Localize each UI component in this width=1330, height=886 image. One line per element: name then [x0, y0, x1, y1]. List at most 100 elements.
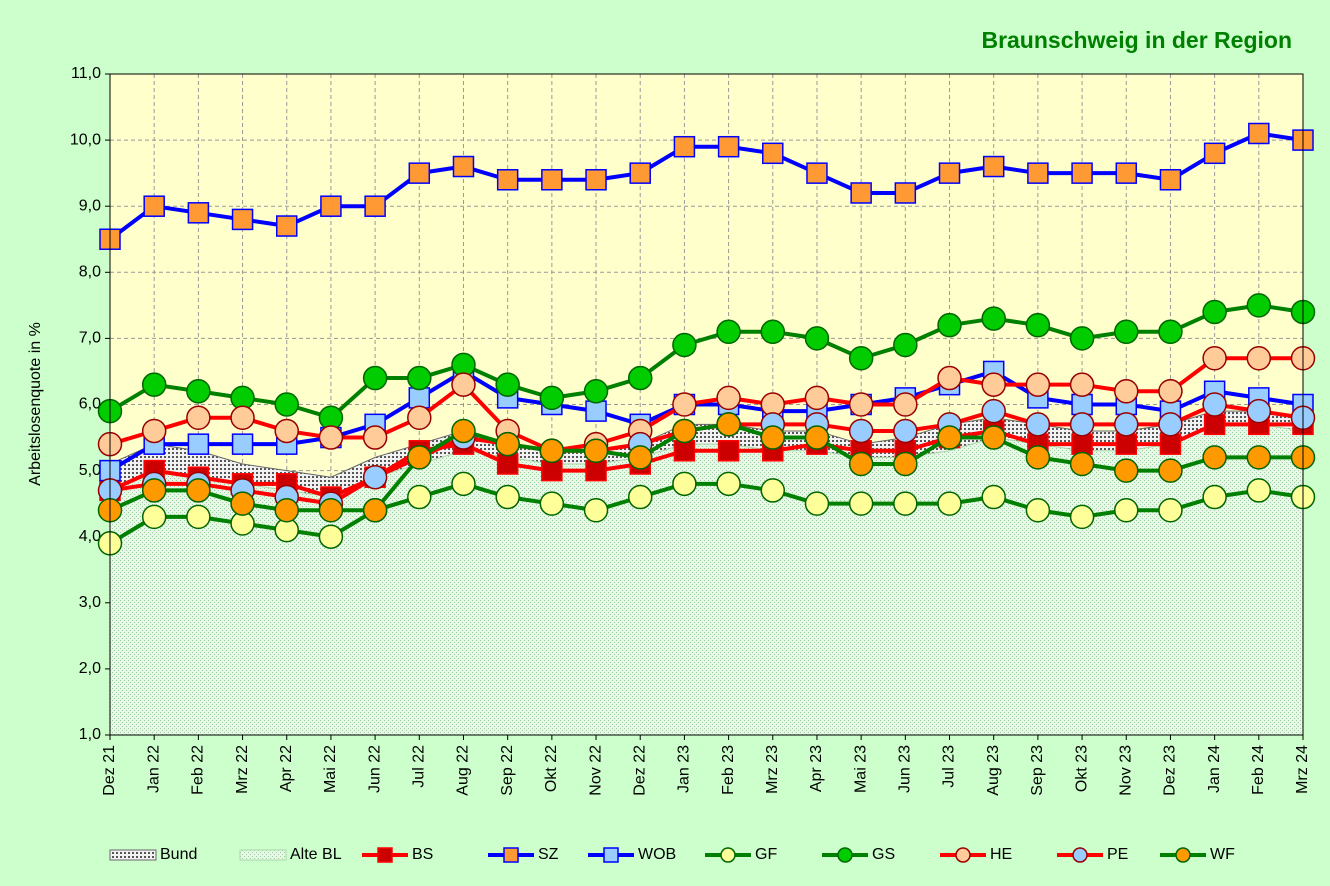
marker [1246, 445, 1272, 470]
marker [1025, 312, 1051, 338]
legend-label: PE [1107, 846, 1128, 863]
marker [804, 425, 830, 450]
legend-label: Alte BL [290, 846, 342, 863]
marker [230, 405, 255, 430]
marker [275, 215, 298, 237]
x-tick-label: Okt 22 [543, 745, 560, 792]
x-tick-label: Feb 24 [1250, 745, 1267, 795]
legend-item: WOB [588, 846, 676, 863]
legend-item: Bund [109, 846, 197, 863]
legend-item: HE [940, 846, 1012, 863]
marker [981, 372, 1006, 397]
marker [893, 332, 918, 358]
marker [1246, 398, 1272, 424]
x-tick-label: Jul 22 [411, 745, 428, 788]
marker [495, 484, 520, 510]
y-tick-label: 1,0 [79, 726, 101, 743]
x-tick-label: Aug 23 [985, 745, 1002, 796]
marker [937, 312, 962, 338]
marker [274, 392, 299, 417]
x-tick-label: Dez 23 [1162, 745, 1179, 796]
x-tick-label: Jan 24 [1206, 745, 1223, 793]
marker [760, 478, 786, 503]
legend-swatch [109, 849, 157, 861]
marker [837, 847, 853, 863]
x-tick-label: Jul 23 [941, 745, 958, 788]
marker [362, 498, 388, 523]
marker [186, 405, 211, 430]
marker [1159, 169, 1182, 191]
marker [231, 433, 254, 455]
y-tick-label: 4,0 [79, 528, 101, 545]
x-tick-label: Sep 23 [1029, 745, 1046, 796]
marker [452, 155, 475, 178]
legend-item: Alte BL [239, 846, 342, 863]
marker [407, 405, 432, 430]
marker [893, 418, 918, 444]
legend-label: WOB [638, 846, 676, 863]
x-tick-label: Jan 23 [676, 745, 693, 793]
marker [231, 208, 254, 231]
legend-item: GS [822, 846, 895, 863]
marker [1246, 345, 1272, 371]
marker [408, 162, 431, 184]
marker [955, 847, 971, 863]
legend-item: BS [362, 846, 433, 863]
marker [806, 162, 828, 184]
legend-label: SZ [538, 846, 559, 863]
marker [717, 135, 740, 158]
marker [672, 418, 697, 444]
legend-item: PE [1057, 846, 1128, 863]
x-tick-label: Dez 22 [631, 745, 648, 796]
marker [141, 372, 167, 397]
marker [495, 372, 520, 397]
marker [1115, 162, 1138, 184]
marker [585, 400, 607, 422]
x-tick-label: Jun 23 [897, 745, 914, 793]
marker [762, 142, 784, 165]
x-tick-label: Mrz 24 [1294, 745, 1311, 794]
marker [451, 418, 476, 444]
marker [1071, 162, 1093, 184]
marker [143, 195, 165, 217]
marker [1069, 412, 1095, 437]
marker [848, 451, 874, 477]
marker [362, 425, 388, 450]
x-tick-label: Aug 22 [455, 745, 472, 796]
marker [937, 365, 962, 391]
marker [1114, 319, 1139, 345]
marker [407, 365, 432, 391]
marker [716, 319, 741, 345]
marker [1071, 433, 1093, 455]
y-tick-label: 5,0 [79, 462, 101, 479]
marker [364, 195, 386, 217]
marker [627, 445, 653, 470]
marker [848, 345, 874, 371]
marker [585, 459, 607, 482]
marker [627, 365, 653, 391]
marker [503, 847, 519, 863]
marker [230, 491, 255, 516]
marker [1025, 445, 1051, 470]
marker [583, 438, 609, 464]
marker [1203, 142, 1226, 165]
marker [1202, 484, 1227, 510]
marker [274, 498, 299, 523]
marker [1246, 478, 1272, 503]
marker [603, 847, 619, 863]
marker [981, 398, 1006, 424]
marker [937, 491, 962, 516]
y-tick-label: 7,0 [79, 330, 101, 347]
marker [495, 431, 520, 457]
marker [408, 387, 431, 409]
marker [1158, 379, 1183, 404]
marker [717, 440, 740, 462]
marker [848, 392, 874, 417]
marker [1175, 847, 1191, 863]
marker [893, 392, 918, 417]
marker [760, 319, 786, 345]
marker [362, 464, 388, 490]
marker [848, 418, 874, 444]
marker [1158, 498, 1183, 523]
